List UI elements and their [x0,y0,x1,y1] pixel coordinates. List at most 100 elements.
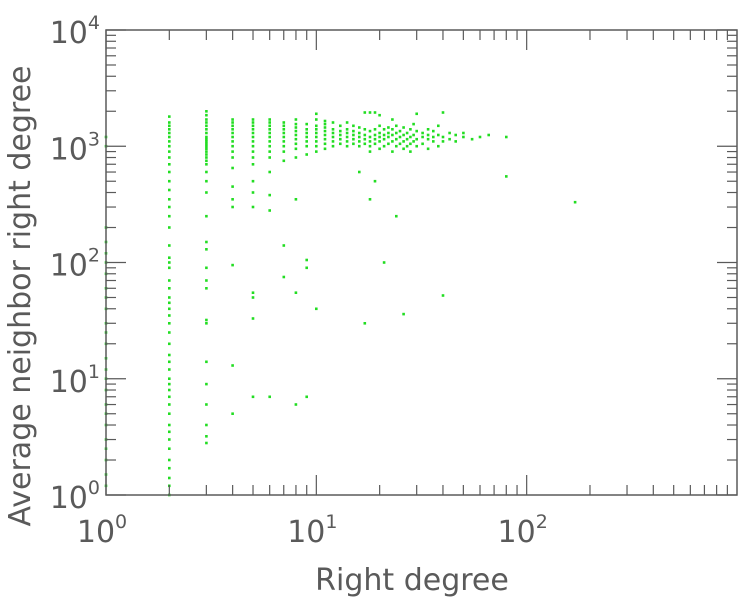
data-point [168,115,171,118]
data-point [487,133,490,137]
data-point [382,128,386,131]
data-point [373,142,377,146]
data-point [382,137,386,141]
data-point [205,142,208,146]
data-point [409,128,412,131]
data-point [168,256,171,259]
data-point [345,144,349,148]
data-point [345,131,349,135]
data-point [368,135,372,139]
data-point [251,118,255,121]
data-point [231,128,234,131]
data-point [205,144,208,148]
data-point [268,170,271,174]
data-point [331,140,335,143]
data-point [363,322,367,325]
data-point [168,331,171,334]
data-point [168,135,171,139]
data-point [205,153,208,156]
data-point [358,126,361,129]
data-point [205,318,208,322]
data-point [231,156,234,159]
data-point [368,140,372,143]
data-point [368,111,372,114]
data-point [251,124,255,128]
data-point [391,133,394,137]
data-point [391,150,394,153]
data-point [205,403,208,406]
data-point [426,128,430,131]
data-point [409,135,412,139]
data-point [268,395,271,399]
data-point [282,124,286,128]
data-point [294,198,298,201]
data-point [331,128,335,131]
data-point [168,214,171,218]
data-point [282,128,286,131]
data-point [405,137,409,141]
data-point [323,142,327,146]
data-point [402,147,405,151]
data-point [395,214,398,218]
data-point [294,129,298,133]
data-point [339,133,342,137]
data-point [441,111,445,114]
data-point [358,135,361,139]
data-point [251,179,255,183]
data-point [251,191,255,194]
data-point [205,360,208,364]
data-point [205,382,208,386]
data-point [168,266,171,270]
data-point [363,128,367,131]
data-point [205,322,208,325]
data-point [282,275,286,279]
data-point [323,137,327,141]
data-point [205,240,208,244]
data-point [231,166,234,170]
data-point [395,131,398,135]
data-point [205,118,208,121]
data-point [268,128,271,131]
data-point [305,128,308,131]
data-point [168,128,171,131]
data-point [315,140,318,143]
data-point [205,287,208,290]
data-point [363,111,367,114]
data-point [231,144,234,148]
data-point [398,129,402,133]
data-point [437,133,440,137]
data-point [168,322,171,325]
data-point [391,140,394,143]
data-point [378,124,381,128]
data-point [437,144,440,148]
data-point [205,137,208,141]
data-point [448,131,451,135]
data-point [391,128,394,131]
data-point [282,135,286,139]
data-point [168,476,171,480]
data-point [331,131,335,135]
data-point [231,135,234,139]
data-point [168,296,171,299]
data-point [373,111,377,114]
data-point [315,118,318,121]
data-point [363,142,367,146]
data-point [315,128,318,131]
data-point [315,307,318,311]
data-point [470,137,474,141]
data-point [448,137,451,141]
data-point [205,159,208,163]
data-point [168,287,171,290]
data-point [205,423,208,427]
data-point [251,121,255,124]
y-axis-label: Average neighbor right degree [3,65,38,526]
data-point [345,128,349,131]
data-point [231,121,234,124]
x-tick-label: 101 [287,511,337,550]
data-point [331,144,335,148]
data-point [168,382,171,386]
data-point [323,119,327,123]
data-point [402,126,405,129]
data-point [251,140,255,143]
